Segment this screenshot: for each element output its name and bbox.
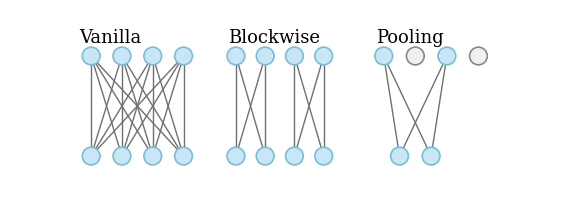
Circle shape (286, 147, 303, 165)
Circle shape (175, 47, 193, 65)
Circle shape (391, 147, 409, 165)
Circle shape (286, 47, 303, 65)
Circle shape (438, 47, 456, 65)
Circle shape (423, 147, 440, 165)
Text: Vanilla: Vanilla (80, 29, 142, 47)
Circle shape (406, 47, 424, 65)
Circle shape (315, 47, 332, 65)
Circle shape (82, 47, 100, 65)
Circle shape (315, 147, 332, 165)
Circle shape (82, 147, 100, 165)
Circle shape (175, 147, 193, 165)
Circle shape (375, 47, 393, 65)
Text: Blockwise: Blockwise (228, 29, 320, 47)
Circle shape (144, 47, 162, 65)
Circle shape (113, 147, 131, 165)
Circle shape (227, 47, 245, 65)
Text: Pooling: Pooling (376, 29, 444, 47)
Circle shape (470, 47, 487, 65)
Circle shape (256, 147, 274, 165)
Circle shape (113, 47, 131, 65)
Circle shape (227, 147, 245, 165)
Circle shape (144, 147, 162, 165)
Circle shape (256, 47, 274, 65)
